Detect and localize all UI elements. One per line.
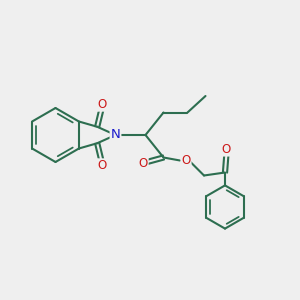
Text: O: O	[97, 98, 106, 111]
Text: O: O	[222, 142, 231, 156]
Text: O: O	[97, 159, 106, 172]
Text: O: O	[139, 157, 148, 170]
Text: O: O	[182, 154, 190, 167]
Text: N: N	[111, 128, 120, 142]
